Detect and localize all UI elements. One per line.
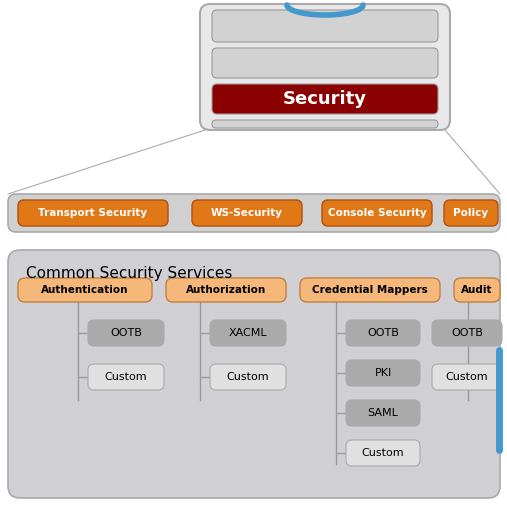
FancyBboxPatch shape [212, 48, 438, 78]
Text: Custom: Custom [104, 372, 148, 382]
FancyBboxPatch shape [432, 320, 502, 346]
FancyBboxPatch shape [210, 364, 286, 390]
FancyBboxPatch shape [200, 4, 450, 130]
FancyBboxPatch shape [346, 320, 420, 346]
FancyBboxPatch shape [88, 320, 164, 346]
Text: Custom: Custom [446, 372, 488, 382]
FancyBboxPatch shape [346, 440, 420, 466]
FancyBboxPatch shape [210, 320, 286, 346]
FancyBboxPatch shape [166, 278, 286, 302]
Text: Custom: Custom [361, 448, 404, 458]
Text: Common Security Services: Common Security Services [26, 266, 232, 281]
FancyBboxPatch shape [212, 10, 438, 42]
FancyBboxPatch shape [432, 364, 502, 390]
Text: Authentication: Authentication [41, 285, 129, 295]
Text: XACML: XACML [229, 328, 267, 338]
Text: Transport Security: Transport Security [39, 208, 148, 218]
Text: OOTB: OOTB [451, 328, 483, 338]
FancyBboxPatch shape [212, 120, 438, 128]
FancyBboxPatch shape [346, 400, 420, 426]
FancyBboxPatch shape [18, 200, 168, 226]
FancyBboxPatch shape [212, 84, 438, 114]
FancyBboxPatch shape [444, 200, 498, 226]
Text: Authorization: Authorization [186, 285, 266, 295]
Text: Policy: Policy [453, 208, 489, 218]
FancyBboxPatch shape [18, 278, 152, 302]
Text: OOTB: OOTB [110, 328, 142, 338]
Text: SAML: SAML [368, 408, 399, 418]
FancyBboxPatch shape [454, 278, 500, 302]
Text: Console Security: Console Security [328, 208, 426, 218]
Text: PKI: PKI [374, 368, 391, 378]
Text: Credential Mappers: Credential Mappers [312, 285, 428, 295]
FancyBboxPatch shape [346, 360, 420, 386]
FancyBboxPatch shape [8, 194, 500, 232]
FancyBboxPatch shape [192, 200, 302, 226]
Text: Custom: Custom [227, 372, 269, 382]
FancyBboxPatch shape [300, 278, 440, 302]
Text: Security: Security [283, 90, 367, 108]
Text: OOTB: OOTB [367, 328, 399, 338]
Text: Audit: Audit [461, 285, 493, 295]
FancyBboxPatch shape [88, 364, 164, 390]
FancyBboxPatch shape [8, 250, 500, 498]
Text: WS-Security: WS-Security [211, 208, 283, 218]
FancyBboxPatch shape [322, 200, 432, 226]
